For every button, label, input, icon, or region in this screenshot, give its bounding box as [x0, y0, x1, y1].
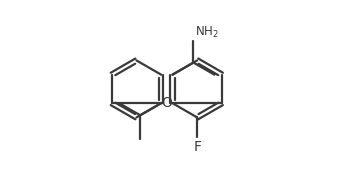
- Text: F: F: [193, 140, 201, 154]
- Text: O: O: [161, 96, 172, 110]
- Text: NH$_2$: NH$_2$: [195, 25, 219, 40]
